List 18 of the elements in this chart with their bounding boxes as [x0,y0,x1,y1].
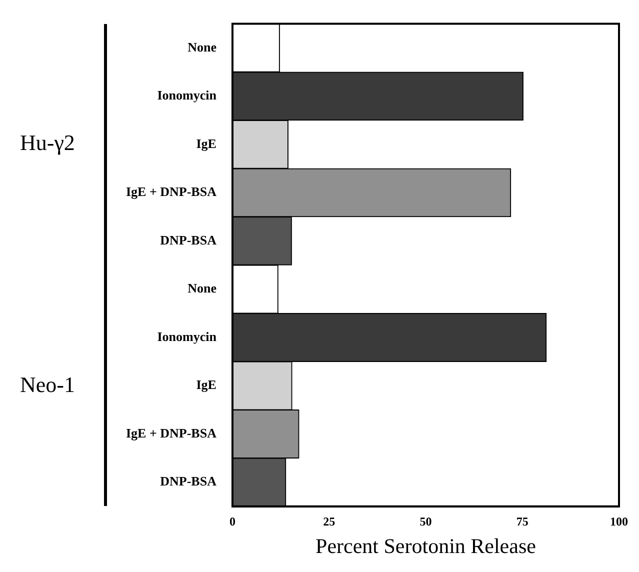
y-tick-label: Ionomycin [157,328,218,344]
y-tick-label: DNP-BSA [160,232,218,248]
y-tick-label: IgE [196,377,216,392]
y-tick-label: Ionomycin [157,88,218,103]
y-tick-label: None [188,39,217,54]
y-tick-label: IgE + DNP-BSA [126,425,218,440]
text: Hu-γ2 [20,130,75,156]
x-tick-label: 50 [420,514,432,529]
x-tick-label: 0 [229,514,236,529]
y-tick-label: None [188,280,217,296]
x-tick-label: 25 [323,514,336,529]
text: Neo-1 [20,372,75,398]
x-tick-label: 75 [516,514,528,529]
x-axis-title: Percent Serotonin Release [316,534,536,558]
x-tick-label: 100 [610,514,628,529]
y-tick-label: DNP-BSA [160,474,218,489]
y-tick-label: IgE [196,136,216,151]
y-tick-label: IgE + DNP-BSA [126,184,218,200]
